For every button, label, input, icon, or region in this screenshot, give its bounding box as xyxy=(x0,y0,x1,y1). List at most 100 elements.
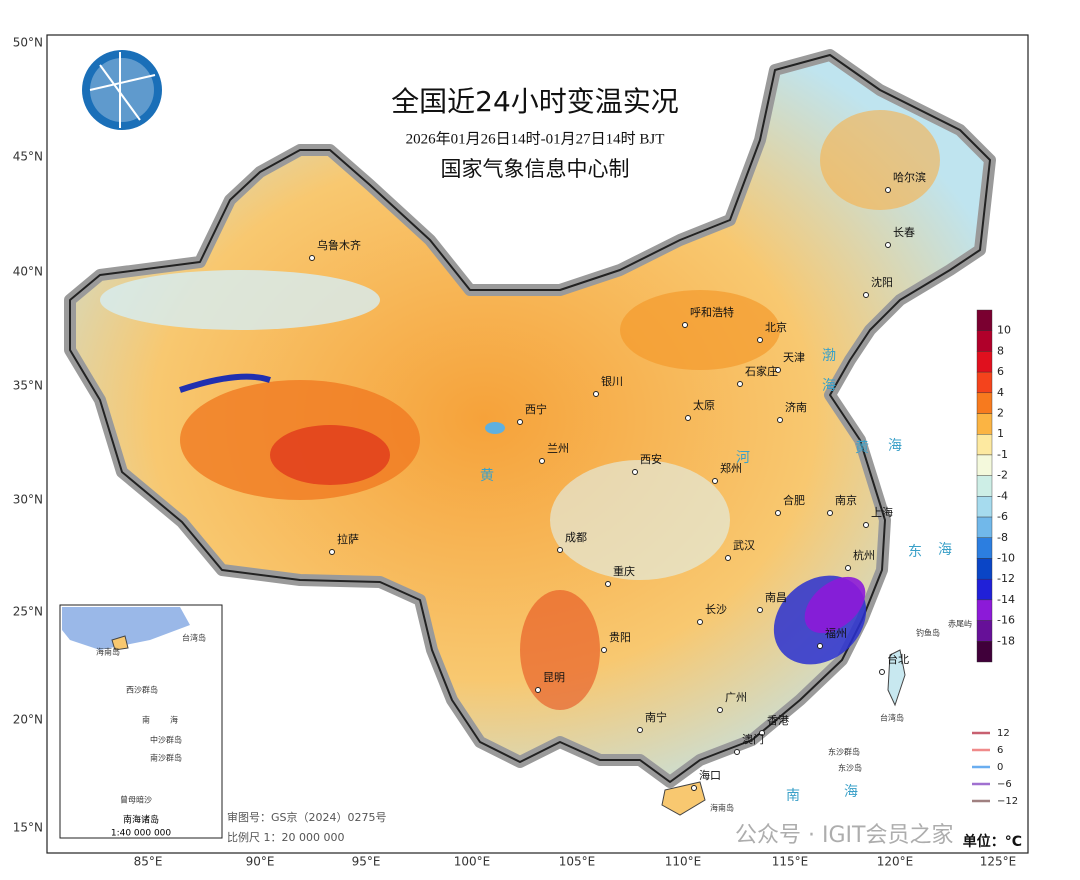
colorbar-box xyxy=(976,351,993,373)
city-label: 西安 xyxy=(640,452,662,466)
city-label: 合肥 xyxy=(783,493,805,507)
colorbar-label: -8 xyxy=(997,531,1008,544)
city-label: 福州 xyxy=(825,626,847,640)
sea-label: 河 xyxy=(736,450,750,466)
city-label: 南宁 xyxy=(645,710,667,724)
colorbar-label: 8 xyxy=(997,344,1004,357)
inset-title: 南海诸岛 xyxy=(123,814,159,826)
inset-label: 中沙群岛 xyxy=(150,735,182,745)
colorbar-label: 4 xyxy=(997,386,1004,399)
colorbar-box xyxy=(976,537,993,559)
colorbar-label: -12 xyxy=(997,572,1015,585)
inset-label: 海南岛 xyxy=(96,647,120,657)
colorbar-label: 1 xyxy=(997,427,1004,440)
sea-label: 南 xyxy=(786,788,800,804)
lat-label: 40°N xyxy=(13,265,43,279)
city-dot xyxy=(637,727,643,733)
city-dot xyxy=(309,255,315,261)
colorbar-label: -4 xyxy=(997,489,1008,502)
city-dot xyxy=(632,469,638,475)
contour-label: 0 xyxy=(997,762,1003,773)
inset-label: 南 xyxy=(142,715,150,725)
sea-label: 海 xyxy=(888,438,902,454)
inset-label: 曾母暗沙 xyxy=(120,795,152,805)
city-dot xyxy=(712,478,718,484)
lon-label: 100°E xyxy=(454,855,491,869)
logo xyxy=(82,50,162,130)
city-label: 石家庄 xyxy=(745,364,778,378)
city-dot xyxy=(557,547,563,553)
colorbar-box xyxy=(976,371,993,394)
producer: 国家气象信息中心制 xyxy=(441,157,630,181)
colorbar-label: -14 xyxy=(997,593,1015,606)
lat-label: 50°N xyxy=(13,36,43,50)
city-label: 乌鲁木齐 xyxy=(317,238,361,252)
sea-label: 黄 xyxy=(855,439,869,456)
lon-label: 125°E xyxy=(980,855,1017,869)
city-label: 广州 xyxy=(725,691,747,704)
sea-label: 台湾岛 xyxy=(880,713,904,723)
city-dot xyxy=(601,647,607,653)
lat-label: 25°N xyxy=(13,605,43,619)
inset-label: 西沙群岛 xyxy=(126,685,158,695)
city-label: 济南 xyxy=(785,400,807,414)
sea-label: 海 xyxy=(938,542,952,558)
city-label: 拉萨 xyxy=(337,532,359,546)
lat-label: 15°N xyxy=(13,821,43,835)
city-label: 太原 xyxy=(693,399,715,412)
sea-label: 海南岛 xyxy=(710,803,734,813)
city-dot xyxy=(885,242,891,248)
city-label: 西宁 xyxy=(525,402,547,416)
city-label: 长春 xyxy=(893,226,915,239)
colorbar-box xyxy=(976,599,993,621)
lat-label: 45°N xyxy=(13,150,43,164)
sea-label: 东 xyxy=(908,544,922,560)
city-dot xyxy=(777,417,783,423)
colorbar-box xyxy=(976,558,993,580)
city-dot xyxy=(691,785,697,791)
subtitle: 2026年01月26日14时-01月27日14时 BJT xyxy=(406,130,665,147)
city-label: 成都 xyxy=(565,531,587,544)
lon-label: 110°E xyxy=(665,855,702,869)
city-dot xyxy=(329,549,335,555)
city-dot xyxy=(863,292,869,298)
city-label: 兰州 xyxy=(547,442,569,455)
colorbar-box xyxy=(976,392,993,414)
city-dot xyxy=(757,337,763,343)
inset-scale: 1:40 000 000 xyxy=(111,829,172,839)
contour-label: 6 xyxy=(997,745,1003,756)
city-label: 杭州 xyxy=(853,548,875,562)
lon-label: 105°E xyxy=(559,855,596,869)
sea-label: 东沙岛 xyxy=(838,763,862,773)
map-scale: 比例尺 1：20 000 000 xyxy=(227,830,344,844)
city-label: 郑州 xyxy=(720,461,742,475)
city-dot xyxy=(775,367,781,373)
city-label: 台北 xyxy=(887,652,909,666)
colorbar-box xyxy=(976,475,993,497)
sea-label: 赤尾屿 xyxy=(948,620,972,629)
lon-label: 85°E xyxy=(134,855,163,869)
city-dot xyxy=(685,415,691,421)
city-label: 银川 xyxy=(601,374,623,388)
city-dot xyxy=(734,749,740,755)
city-dot xyxy=(757,607,763,613)
city-dot xyxy=(682,322,688,328)
lon-label: 90°E xyxy=(246,855,275,869)
lat-label: 30°N xyxy=(13,493,43,507)
city-dot xyxy=(759,730,765,736)
colorbar-box xyxy=(976,641,993,663)
sea-label: 渤 xyxy=(822,348,836,364)
city-label: 沈阳 xyxy=(871,275,893,289)
colorbar-label: -1 xyxy=(997,448,1008,461)
colorbar-box xyxy=(976,578,993,601)
city-dot xyxy=(827,510,833,516)
city-dot xyxy=(885,187,891,193)
unit: 单位：°C xyxy=(963,833,1022,850)
city-label: 上海 xyxy=(871,505,893,519)
lat-label: 35°N xyxy=(13,379,43,393)
colorbar-box xyxy=(976,330,993,352)
lon-label: 95°E xyxy=(352,855,381,869)
review-number: 审图号：GS京（2024）0275号 xyxy=(227,810,387,824)
city-dot xyxy=(817,643,823,649)
colorbar-label: -10 xyxy=(997,551,1015,564)
